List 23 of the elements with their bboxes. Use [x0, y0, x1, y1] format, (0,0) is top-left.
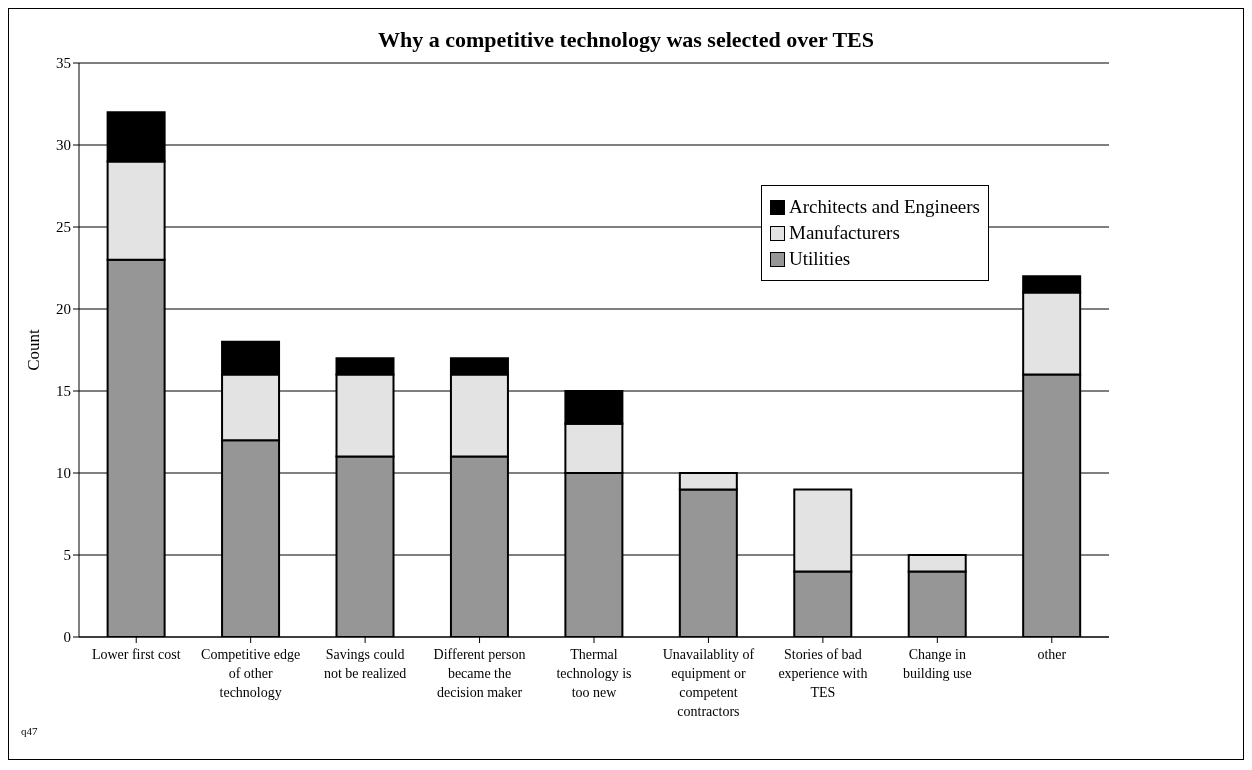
chart-title: Why a competitive technology was selected over TES	[377, 27, 875, 54]
y-tick-label: 15	[56, 383, 71, 400]
x-tick-label: Change in building use	[902, 647, 972, 681]
x-tick-label: Savings could not be realized	[323, 647, 407, 681]
y-tick-label: 5	[63, 547, 71, 564]
y-tick-label: 35	[56, 55, 71, 72]
y-tick-label: 30	[56, 137, 71, 154]
text: q47	[21, 725, 38, 737]
x-tick-label: Different person became the decision maker	[433, 647, 526, 700]
legend-label: Utilities	[789, 248, 851, 270]
legend-label: Manufacturers	[789, 222, 900, 244]
y-tick-label: 0	[63, 629, 71, 646]
y-tick-label: 20	[56, 301, 71, 318]
x-tick-label: Stories of bad experience with TES	[778, 647, 868, 700]
y-tick-label: 10	[56, 465, 71, 482]
x-tick-label: other	[1037, 647, 1067, 662]
x-tick-label: Unavailablity of equipment or competent contractors	[662, 647, 755, 719]
legend-label: Architects and Engineers	[789, 196, 980, 218]
y-tick-label: 25	[56, 219, 71, 236]
y-axis-title: Count	[24, 328, 44, 371]
x-tick-label: Lower first cost	[91, 647, 181, 662]
x-tick-label: Competitive edge of other technology	[201, 647, 301, 700]
x-tick-label: Thermal technology is too new	[556, 647, 632, 700]
